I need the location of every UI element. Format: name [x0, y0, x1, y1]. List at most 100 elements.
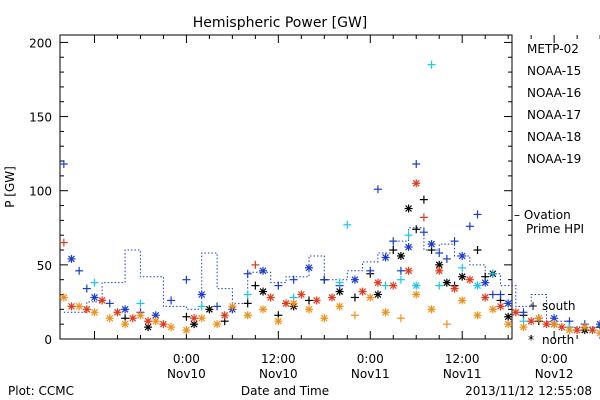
- north-marker: [350, 275, 359, 284]
- legend-entry: METP-02: [527, 42, 579, 56]
- x-tick-time-label: 0:00: [357, 352, 384, 366]
- north-marker: [588, 326, 597, 335]
- north-marker: [205, 305, 214, 314]
- north-marker: [427, 305, 436, 314]
- y-axis-label: P [GW]: [3, 166, 17, 208]
- north-marker: [404, 243, 413, 252]
- y-tick-label: 200: [29, 36, 52, 50]
- north-marker: [412, 281, 421, 290]
- series-noaa-19: [59, 179, 597, 335]
- y-tick-label: 150: [29, 111, 52, 125]
- x-tick-day-label: Nov11: [351, 367, 390, 381]
- north-marker: [274, 317, 283, 326]
- south-marker: [167, 296, 176, 305]
- north-marker: [197, 290, 206, 299]
- south-marker: [488, 269, 497, 278]
- south-marker: [442, 320, 451, 329]
- north-marker: [297, 290, 306, 299]
- south-marker: [243, 290, 252, 299]
- north-marker: [565, 326, 574, 335]
- south-marker: [381, 281, 390, 290]
- north-marker: [320, 314, 329, 323]
- north-marker: [67, 254, 76, 263]
- north-marker: [442, 278, 451, 287]
- north-marker: [213, 320, 222, 329]
- legend: METP-02 NOAA-15 NOAA-16 NOAA-17 NOAA-18 NOAA-…: [527, 42, 581, 166]
- north-marker: [243, 311, 252, 320]
- north-marker: [435, 266, 444, 275]
- south-marker: [473, 246, 482, 255]
- south-marker: [519, 308, 528, 317]
- south-marker: [243, 269, 252, 278]
- north-label: north: [542, 333, 574, 347]
- north-marker: [504, 312, 513, 321]
- south-marker: [350, 311, 359, 320]
- north-marker: [488, 305, 497, 314]
- north-marker: [481, 293, 490, 302]
- x-axis: 0:00Nov1012:00Nov100:00Nov1112:00Nov110:…: [93, 35, 600, 381]
- south-marker: [396, 314, 405, 323]
- north-marker: [121, 305, 130, 314]
- series-noaa-15: [59, 160, 600, 329]
- north-marker: [327, 293, 336, 302]
- south-marker: [213, 302, 222, 311]
- north-marker: [159, 320, 168, 329]
- x-tick-day-label: Nov10: [167, 367, 206, 381]
- north-marker: [396, 251, 405, 260]
- south-marker: [465, 222, 474, 231]
- north-marker: [304, 263, 313, 272]
- north-marker: [465, 275, 474, 284]
- north-marker: [98, 296, 107, 305]
- north-marker: [259, 305, 268, 314]
- south-marker: [251, 260, 260, 269]
- south-marker: [343, 220, 352, 229]
- marker-legend: + south * north: [528, 299, 576, 347]
- north-marker: [266, 293, 275, 302]
- north-marker: [304, 305, 313, 314]
- legend-entry: NOAA-19: [527, 152, 581, 166]
- plot-frame: [59, 34, 513, 340]
- north-marker: [373, 278, 382, 287]
- north-marker: [228, 302, 237, 311]
- north-marker: [358, 287, 367, 296]
- south-marker: [404, 231, 413, 240]
- north-marker: [373, 290, 382, 299]
- south-marker: [473, 210, 482, 219]
- y-tick-label: 50: [37, 259, 52, 273]
- north-marker: [412, 179, 421, 188]
- north-marker: [458, 251, 467, 260]
- data-markers: [59, 60, 600, 338]
- north-marker: [542, 320, 551, 329]
- legend-entry: NOAA-18: [527, 130, 581, 144]
- x-tick-time-label: 12:00: [445, 352, 480, 366]
- x-tick-time-label: 0:00: [173, 352, 200, 366]
- footer-timestamp: 2013/11/12 12:55:08: [465, 384, 592, 398]
- south-marker: [182, 312, 191, 321]
- north-marker: [404, 204, 413, 213]
- south-marker: [419, 228, 428, 237]
- north-marker: [496, 302, 505, 311]
- south-marker: [136, 299, 145, 308]
- south-marker: [450, 237, 459, 246]
- legend-entry: NOAA-15: [527, 64, 581, 78]
- south-marker: [335, 278, 344, 287]
- north-symbol: *: [528, 333, 534, 347]
- north-marker: [381, 308, 390, 317]
- north-marker: [366, 293, 375, 302]
- north-marker: [573, 326, 582, 335]
- south-label: south: [542, 299, 576, 313]
- north-marker: [458, 296, 467, 305]
- south-marker: [105, 299, 114, 308]
- north-marker: [504, 299, 513, 308]
- north-marker: [113, 308, 122, 317]
- south-marker: [274, 281, 283, 290]
- south-marker: [412, 160, 421, 169]
- north-marker: [427, 240, 436, 249]
- ovation-legend-line1: – Ovation: [514, 208, 571, 222]
- north-marker: [144, 317, 153, 326]
- north-marker: [82, 305, 91, 314]
- x-tick-time-label: 0:00: [541, 352, 568, 366]
- south-marker: [373, 185, 382, 194]
- chart-title: Hemispheric Power [GW]: [193, 15, 368, 31]
